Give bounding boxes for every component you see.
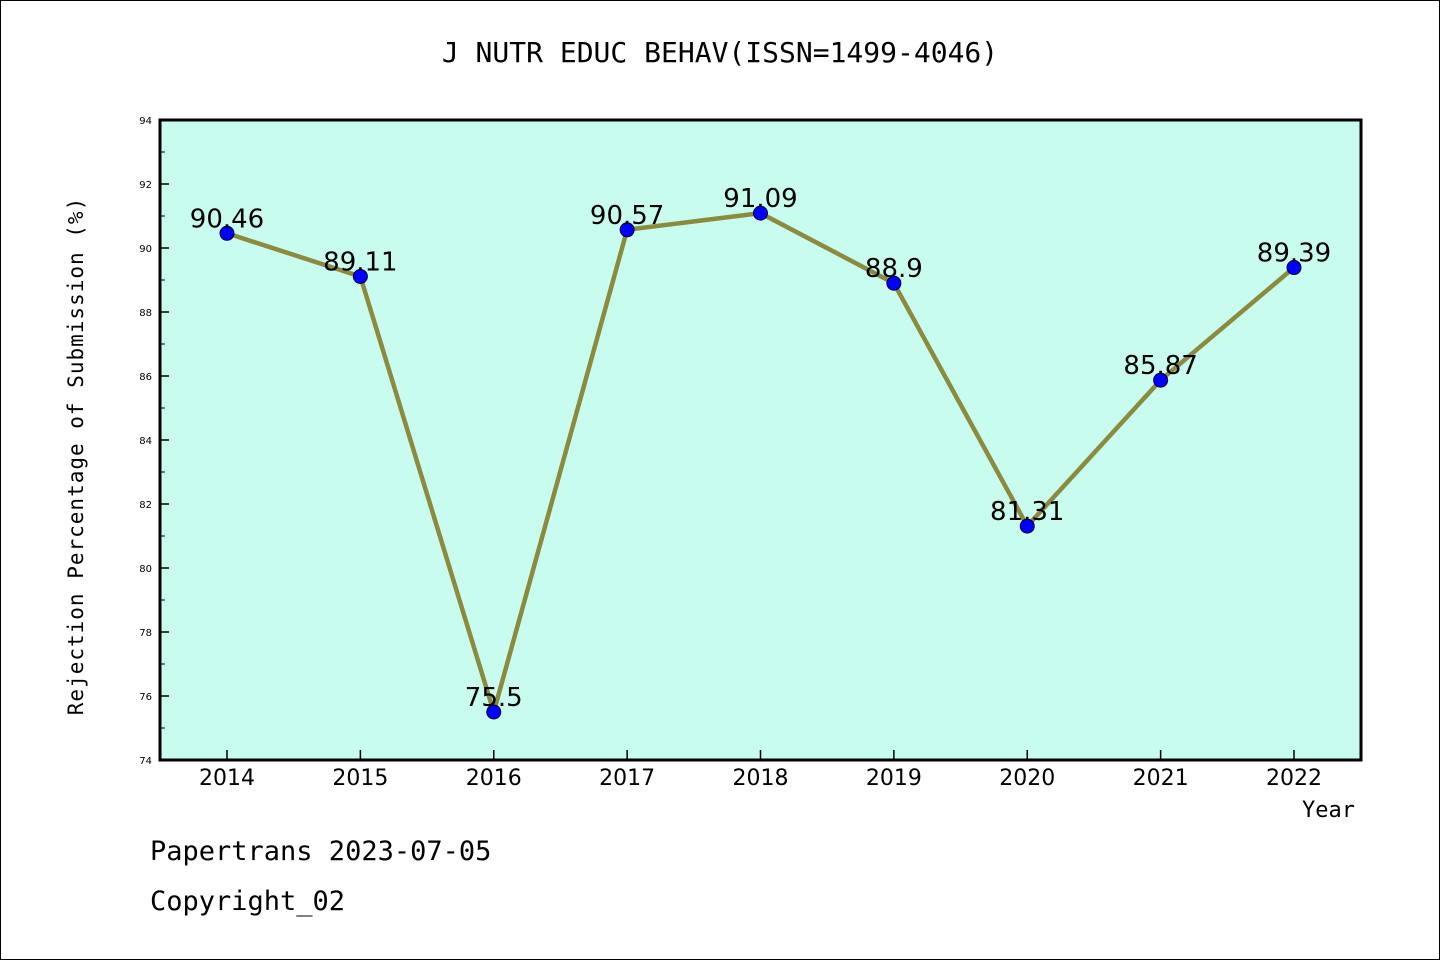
y-tick-label: 86 bbox=[139, 372, 152, 383]
data-point bbox=[753, 205, 768, 221]
data-point bbox=[1153, 372, 1169, 388]
x-axis-label: Year bbox=[1302, 798, 1355, 823]
data-label: 88.9 bbox=[865, 254, 923, 284]
data-point bbox=[619, 222, 635, 238]
x-tick-label: 2020 bbox=[999, 766, 1055, 791]
y-tick-label: 78 bbox=[139, 628, 152, 639]
chart-title: J NUTR EDUC BEHAV(ISSN=1499-4046) bbox=[441, 36, 999, 69]
data-point bbox=[1019, 518, 1035, 534]
x-tick-label: 2022 bbox=[1266, 766, 1322, 791]
y-tick-label: 76 bbox=[139, 692, 152, 703]
x-tick-label: 2016 bbox=[466, 766, 522, 791]
plot-area bbox=[160, 120, 1361, 760]
x-tick-label: 2021 bbox=[1133, 766, 1189, 791]
data-point bbox=[352, 268, 368, 284]
y-tick-label: 94 bbox=[139, 116, 152, 127]
x-tick-label: 2019 bbox=[866, 766, 922, 791]
y-tick-label: 84 bbox=[139, 436, 152, 447]
data-label: 75.5 bbox=[465, 683, 523, 713]
data-label: 81.31 bbox=[990, 497, 1064, 527]
y-axis-label: Rejection Percentage of Submission (%) bbox=[64, 196, 88, 716]
data-label: 85.87 bbox=[1123, 351, 1197, 381]
data-label: 89.39 bbox=[1257, 239, 1331, 269]
data-label: 90.46 bbox=[190, 204, 264, 234]
data-label: 90.57 bbox=[590, 201, 664, 231]
plot-border bbox=[158, 118, 1363, 762]
y-tick-label: 74 bbox=[139, 756, 152, 767]
data-label: 91.09 bbox=[723, 184, 797, 214]
x-tick-label: 2015 bbox=[332, 766, 388, 791]
data-point bbox=[219, 225, 235, 241]
footer-copyright: Copyright_02 bbox=[150, 886, 346, 917]
y-tick-label: 88 bbox=[139, 308, 152, 319]
data-label: 89.11 bbox=[323, 247, 397, 277]
data-point bbox=[1286, 260, 1302, 276]
footer-date: Papertrans 2023-07-05 bbox=[150, 836, 492, 867]
x-tick-label: 2017 bbox=[599, 766, 655, 791]
x-tick-label: 2018 bbox=[733, 766, 789, 791]
x-tick-label: 2014 bbox=[199, 766, 255, 791]
y-tick-label: 90 bbox=[139, 244, 152, 255]
data-point bbox=[886, 275, 902, 291]
y-tick-label: 82 bbox=[139, 500, 152, 511]
y-tick-label: 92 bbox=[139, 180, 152, 191]
data-point bbox=[486, 704, 502, 720]
y-tick-label: 80 bbox=[139, 564, 152, 575]
